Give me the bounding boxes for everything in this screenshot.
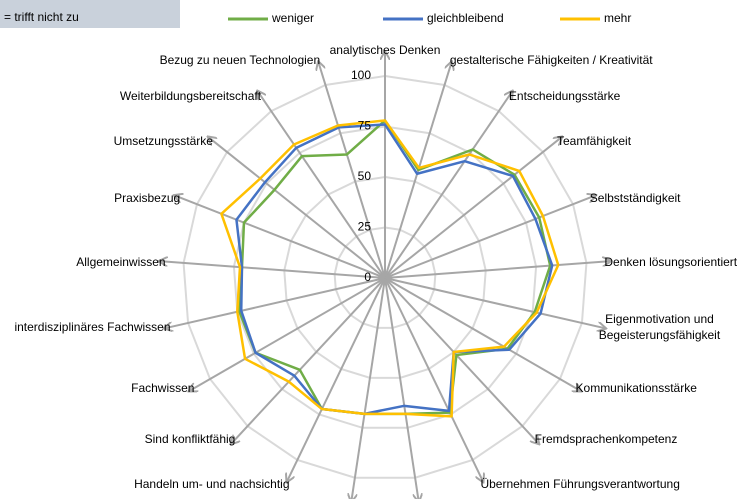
- axis-label: Teamfähigkeit: [557, 133, 632, 148]
- axis-arrow: [287, 277, 386, 482]
- axis-arrow: [384, 195, 595, 279]
- axis-label: Führungsmethoden und -stil: [343, 496, 492, 499]
- legend-label: weniger: [271, 11, 314, 25]
- axis-arrow: [208, 137, 386, 279]
- axis-label: analytisches Denken: [329, 43, 441, 57]
- axis-label: gestalterische Fähigkeiten / Kreativität: [449, 52, 653, 67]
- axis-arrow: [384, 91, 512, 279]
- axis-label: Fachwissen: [131, 381, 195, 395]
- series-line: [220, 119, 560, 418]
- axis-arrow: [384, 137, 562, 279]
- axis-label: Motivatoren und Coaches: [284, 496, 421, 499]
- axis-arrow: [384, 277, 539, 444]
- axis-label: Allgemeinwissen: [76, 254, 166, 269]
- tick-label: 100: [351, 68, 371, 82]
- tick-label: 75: [358, 119, 372, 133]
- axis-label: Fremdsprachenkompetenz: [534, 432, 678, 447]
- grid-ring: [182, 74, 588, 479]
- axis-arrow: [175, 195, 386, 279]
- axis-label: interdisziplinäres Fachwissen: [14, 319, 171, 334]
- axis-arrow: [160, 261, 386, 279]
- axis-label: Entscheidungsstärke: [508, 89, 621, 104]
- grid-ring: [232, 125, 538, 429]
- axis-arrow: [258, 91, 386, 279]
- axis-label: Selbstständigkeit: [589, 190, 681, 205]
- grid-ring: [283, 175, 487, 379]
- axis-arrow: [351, 277, 386, 499]
- axis-arrow: [384, 277, 483, 482]
- grid-ring: [333, 226, 437, 329]
- note-box: = trifft nicht zu: [0, 0, 180, 28]
- axis-label: Eigenmotivation und Begeisterungsfähigke…: [598, 311, 721, 342]
- axis-arrow: [384, 277, 605, 328]
- series-line: [235, 123, 554, 416]
- tick-label: 0: [364, 270, 371, 284]
- axis-label: Praxisbezug: [114, 190, 181, 205]
- legend-label: gleichbleibend: [427, 11, 504, 25]
- axis-arrow: [384, 277, 419, 499]
- axis-arrow: [318, 62, 386, 279]
- axis-label: Handeln um- und nachsichtig: [134, 477, 290, 492]
- axis-arrow: [384, 261, 610, 279]
- axis-arrow: [165, 277, 386, 328]
- axis-label: Übernehmen Führungsverantwortung: [480, 477, 680, 492]
- axis-arrow: [189, 277, 386, 391]
- axis-label: Weiterbildungsbereitschaft: [119, 89, 262, 104]
- axis-label: Denken lösungsorientiert: [604, 254, 738, 269]
- axis-label: Kommunikationsstärke: [575, 381, 697, 395]
- axis-arrow: [384, 277, 581, 391]
- axis-label: Umsetzungsstärke: [113, 133, 213, 148]
- axis-label: Sind konfliktfähig: [144, 432, 236, 447]
- axis-label: Bezug zu neuen Technologien: [159, 52, 321, 67]
- legend-label: mehr: [604, 11, 631, 25]
- axis-arrow: [231, 277, 386, 444]
- tick-label: 50: [358, 169, 372, 183]
- tick-label: 25: [358, 220, 372, 234]
